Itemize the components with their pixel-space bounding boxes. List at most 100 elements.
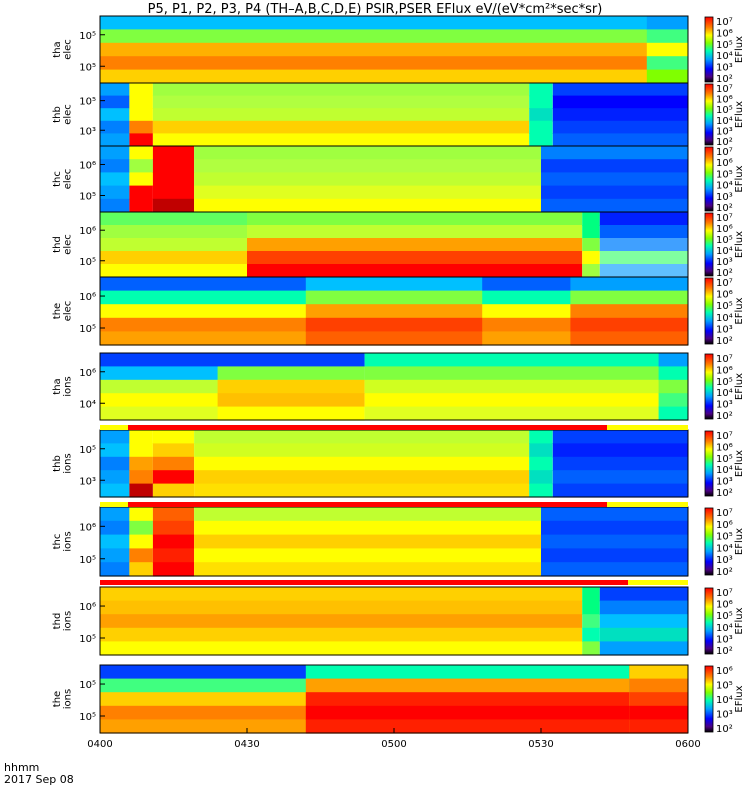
spectrogram-cell (541, 507, 688, 522)
y-tick-label: 10⁶ (79, 602, 96, 613)
spectrogram-cell (599, 614, 688, 629)
panel-label: theions (52, 689, 74, 709)
spectrogram-cell (100, 470, 130, 485)
spectrogram-cell (599, 641, 688, 656)
colorbar-tick-label: 10⁴ (716, 51, 733, 62)
spectrogram-cell (582, 251, 600, 265)
spectrogram-cell (582, 627, 600, 642)
spectrogram-cell (100, 108, 130, 122)
spectrogram-cell (100, 95, 130, 109)
spectrogram-cell (100, 238, 247, 252)
spectrogram-cell (582, 614, 600, 629)
spectrogram-cell (570, 304, 688, 319)
colorbar-tick-label: 10⁵ (716, 611, 733, 622)
spectrogram-cell (529, 133, 553, 147)
colorbar-label: EFlux (734, 36, 745, 63)
colorbar (704, 16, 714, 83)
spectrogram-cell (217, 379, 365, 394)
spectrogram-cell (552, 470, 688, 485)
spectrogram-cell (552, 443, 688, 458)
colorbar-tick-label: 10⁶ (716, 224, 733, 235)
spectrogram-cell (305, 277, 483, 292)
spectrogram-cell (629, 719, 688, 734)
spectrogram-cell (217, 406, 365, 421)
y-tick-label: 10⁶ (79, 160, 96, 171)
spectrogram-cell (100, 430, 130, 444)
colorbar-tick-label: 10³ (716, 257, 733, 268)
x-tick-label: 0430 (234, 739, 259, 750)
spectrogram-cell (217, 353, 365, 367)
colorbar-tick-label: 10⁵ (716, 532, 733, 543)
colorbar-tick-label: 10⁶ (716, 666, 733, 677)
spectrogram-cell (646, 56, 688, 71)
spectrogram-cell (152, 95, 530, 109)
spectrogram-cell (582, 600, 600, 615)
spectrogram-cell (552, 95, 688, 109)
spectrogram-cell (194, 456, 530, 471)
spectrogram-cell (100, 507, 130, 522)
spectrogram-cell (152, 133, 530, 147)
spectrogram-cell (100, 159, 130, 173)
panel-frame (99, 586, 689, 656)
colorbar-tick-label: 10⁷ (716, 354, 733, 365)
spectrogram-cell (100, 225, 247, 239)
panel-label: thdelec (52, 234, 74, 255)
colorbar-tick-label: 10⁴ (716, 623, 733, 634)
spectrogram-cell (194, 198, 541, 213)
spectrogram-cell (129, 120, 153, 134)
spectrogram-cell (100, 146, 130, 160)
spectrogram-cell (100, 198, 130, 213)
colorbar-tick-label: 10⁵ (716, 235, 733, 246)
x-tick-label: 0400 (87, 739, 112, 750)
spectrogram-cell (152, 120, 530, 134)
panel-label: thaions (52, 376, 74, 396)
colorbar-tick-label: 10³ (716, 634, 733, 645)
colorbar (704, 83, 714, 146)
spectrogram-cell (129, 443, 153, 458)
x-tick-label: 0500 (381, 739, 406, 750)
panel-frame (99, 352, 689, 421)
spectrogram-cell (152, 520, 195, 536)
spectrogram-cell (152, 172, 195, 187)
spectrogram-cell (194, 507, 541, 522)
spectrogram-cell (582, 238, 600, 252)
colorbar (704, 277, 714, 345)
spectrogram-cell (129, 430, 153, 444)
colorbar-tick-label: 10³ (716, 400, 733, 411)
colorbar-tick-label: 10⁷ (716, 17, 733, 28)
mode-bar (128, 502, 607, 507)
spectrogram-cell (646, 29, 688, 44)
panel-label: thcions (52, 531, 74, 551)
spectrogram-cell (100, 212, 247, 226)
spectrogram-cell (541, 159, 688, 173)
spectrogram-cell (152, 83, 530, 97)
colorbar-label: EFlux (734, 297, 745, 324)
colorbar-tick-label: 10⁷ (716, 278, 733, 289)
spectrogram-cell (194, 534, 541, 549)
spectrogram-cell (100, 83, 130, 97)
colorbar-label: EFlux (734, 450, 745, 477)
spectrogram-cell (194, 146, 541, 160)
spectrogram-cell (305, 678, 630, 693)
spectrogram-cell (129, 95, 153, 109)
colorbar (704, 212, 714, 277)
spectrogram-cell (646, 16, 688, 30)
colorbar-tick-label: 10² (716, 268, 733, 279)
colorbar-tick-label: 10⁷ (716, 588, 733, 599)
spectrogram-cell (541, 534, 688, 549)
colorbar-tick-label: 10⁷ (716, 84, 733, 95)
colorbar-tick-label: 10⁴ (716, 543, 733, 554)
spectrogram-cell (129, 185, 153, 200)
y-tick-label: 10⁵ (79, 324, 96, 335)
y-tick-label: 10⁵ (79, 192, 96, 203)
spectrogram-cell (194, 430, 530, 444)
spectrogram-cell (570, 331, 688, 346)
colorbar-tick-label: 10² (716, 567, 733, 578)
spectrogram-cell (194, 185, 541, 200)
spectrogram-cell (152, 507, 195, 522)
spectrogram-cell (629, 692, 688, 707)
spectrogram-cell (100, 548, 130, 563)
